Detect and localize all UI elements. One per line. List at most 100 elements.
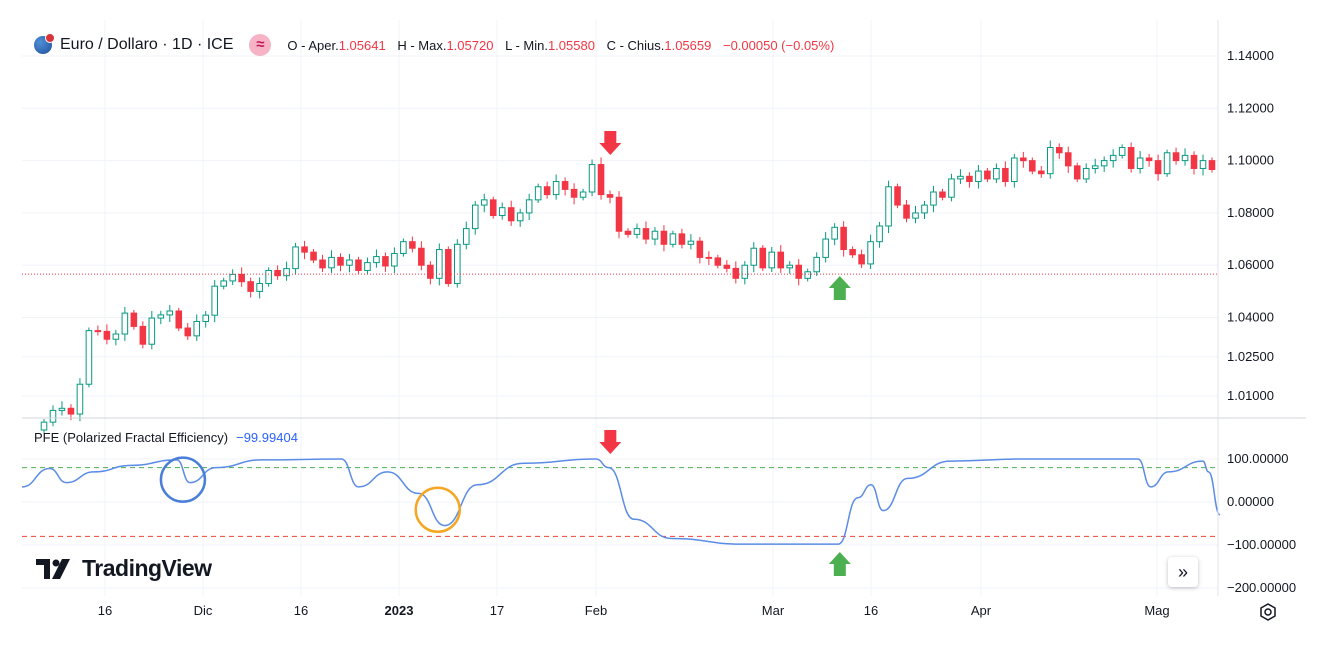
time-tick-label: 2023 xyxy=(385,603,414,618)
candle-body xyxy=(624,230,632,235)
tradingview-mark-icon xyxy=(36,558,70,579)
candle-body xyxy=(507,207,515,222)
candle-body xyxy=(103,330,111,340)
candle-body xyxy=(121,312,129,335)
candle-body xyxy=(921,204,928,214)
candle-body xyxy=(247,281,254,292)
candle-body xyxy=(301,246,308,253)
pfe-tick-label: 100.00000 xyxy=(1227,451,1288,466)
candle-body xyxy=(840,226,847,251)
candle-body xyxy=(1109,154,1117,162)
candle-body xyxy=(1136,157,1144,169)
candle-body xyxy=(1163,152,1171,175)
indicator-legend[interactable]: PFE (Polarized Fractal Efficiency) −99.99… xyxy=(34,430,298,445)
candle-body xyxy=(445,249,452,285)
candle-body xyxy=(454,243,461,285)
flag-eu-us-icon[interactable] xyxy=(34,33,55,54)
price-tick-label: 1.12000 xyxy=(1227,100,1274,115)
candle-body xyxy=(741,264,749,279)
candle-body xyxy=(94,330,102,333)
buy-arrow-icon xyxy=(828,552,851,576)
candle-body xyxy=(1073,165,1081,180)
candle-body xyxy=(615,196,623,232)
gear-icon[interactable] xyxy=(1258,602,1278,622)
candle-body xyxy=(768,251,776,269)
chevron-double-right-icon[interactable]: » xyxy=(1168,557,1198,587)
candle-body xyxy=(813,256,820,273)
candle-body xyxy=(912,212,919,219)
candle-body xyxy=(148,317,156,345)
candle-body xyxy=(633,228,641,235)
candle-body xyxy=(1029,160,1036,172)
symbol-legend: Euro / Dollaro · 1D · ICE ≈ O - Aper.1.0… xyxy=(34,33,835,56)
candle-body xyxy=(130,312,138,327)
candle-body xyxy=(948,178,955,198)
candle-body xyxy=(193,320,201,337)
candle-body xyxy=(58,407,66,411)
candle-body xyxy=(139,325,147,345)
price-tick-label: 1.06000 xyxy=(1227,257,1274,272)
candle-body xyxy=(1172,152,1180,162)
candle-body xyxy=(1011,157,1018,183)
price-tick-label: 1.14000 xyxy=(1227,48,1274,63)
candle-body xyxy=(903,204,910,219)
candle-body xyxy=(184,327,192,337)
candle-body xyxy=(1145,157,1153,162)
candle-body xyxy=(1091,165,1099,169)
candle-body xyxy=(831,226,838,240)
candle-body xyxy=(966,175,973,183)
candle-body xyxy=(355,259,362,271)
candle-body xyxy=(588,164,596,193)
candle-body xyxy=(885,186,892,227)
candle-body xyxy=(660,230,668,245)
pfe-tick-label: −100.00000 xyxy=(1227,537,1296,552)
price-tick-label: 1.01000 xyxy=(1227,388,1274,403)
candle-body xyxy=(1046,147,1054,175)
buy-arrow-icon xyxy=(828,276,851,300)
candle-body xyxy=(112,333,120,340)
symbol-title[interactable]: Euro / Dollaro · 1D · ICE xyxy=(60,36,234,53)
candle-body xyxy=(669,233,677,245)
tradingview-logo[interactable]: TradingView xyxy=(36,555,212,582)
candle-body xyxy=(166,310,174,316)
time-tick-label: Dic xyxy=(194,603,213,618)
candle-body xyxy=(561,181,569,190)
candle-body xyxy=(867,241,874,265)
wave-icon[interactable]: ≈ xyxy=(249,34,272,56)
candle-body xyxy=(975,170,982,183)
candle-body xyxy=(1100,160,1108,167)
price-tick-label: 1.02500 xyxy=(1227,349,1274,364)
candle-body xyxy=(498,207,506,217)
time-tick-label: 16 xyxy=(294,603,308,618)
candle-body xyxy=(319,259,326,269)
ohlc-values: O - Aper.1.05641 H - Max.1.05720 L - Min… xyxy=(287,37,835,53)
indicator-name: PFE (Polarized Fractal Efficiency) xyxy=(34,430,229,445)
sell-arrow-icon xyxy=(599,430,622,454)
candle-body xyxy=(858,254,865,265)
pfe-tick-label: 0.00000 xyxy=(1227,494,1274,509)
time-tick-label: Apr xyxy=(971,603,992,618)
candle-body xyxy=(67,407,75,415)
candle-body xyxy=(723,264,731,269)
candle-body xyxy=(480,199,488,206)
candle-body xyxy=(804,271,811,279)
candle-body xyxy=(759,247,767,269)
indicator-value: −99.99404 xyxy=(236,430,298,445)
candle-body xyxy=(543,186,551,196)
candle-body xyxy=(283,268,290,277)
candle-body xyxy=(400,241,407,254)
candle-body xyxy=(642,228,650,240)
candle-body xyxy=(471,204,479,230)
candle-body xyxy=(292,246,299,270)
signal-markers xyxy=(599,131,851,576)
candlestick-series xyxy=(40,140,1216,434)
candle-body xyxy=(337,256,344,266)
candle-body xyxy=(328,256,335,269)
candle-body xyxy=(579,191,587,198)
candle-body xyxy=(930,191,937,206)
candle-body xyxy=(175,310,183,329)
candle-body xyxy=(1038,170,1045,175)
price-tick-label: 1.08000 xyxy=(1227,205,1274,220)
candle-body xyxy=(1181,154,1189,162)
